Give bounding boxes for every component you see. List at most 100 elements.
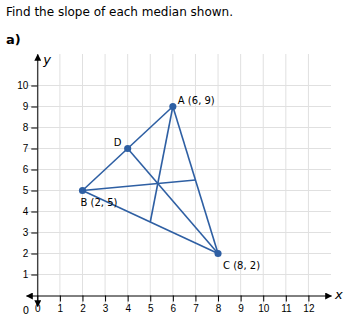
point [79,187,86,194]
chart: Find the slope of each median shown.a)01… [0,0,353,324]
grid-line-x [59,54,60,306]
grid-line-x [308,54,309,306]
marks [79,103,222,257]
grid-line-y [26,232,331,233]
tick-label: 1 [23,269,29,280]
tick-mark [31,233,37,234]
tick-mark [263,296,264,302]
grid-line-x [263,54,264,306]
tick-label: 10 [258,303,270,314]
tick-label: 8 [216,303,222,314]
y-axis-label: y [42,52,51,67]
grid-line-y [26,274,331,275]
tick-mark [31,149,37,150]
tick-mark [82,296,83,302]
tick-mark [241,296,242,302]
tick: 8 [23,122,38,133]
tick: 1 [58,296,64,314]
grid-line-x [172,54,173,306]
tick: 4 [23,206,38,217]
y-axis: 1 2 3 4 5 6 7 8 9 10 [17,55,38,307]
x-axis: 0123456789101112 [27,296,332,314]
tick: 3 [23,227,38,238]
grid-line-y [26,211,331,212]
tick-label: 12 [303,303,315,314]
tick-mark [31,128,37,129]
tick-mark [150,296,151,302]
tick-label: 7 [23,143,29,154]
tick-mark [31,170,37,171]
tick: 6 [171,296,177,314]
tick-mark [308,296,309,302]
annotation: C (8, 2) [223,260,260,271]
tick-mark [218,296,219,302]
grid-line-x [285,54,286,306]
tick: 3 [103,296,109,314]
line [150,107,173,223]
tick-label: 9 [238,303,244,314]
tick: 10 [258,296,270,314]
tick-label: 3 [23,227,29,238]
tick-label: 2 [80,303,86,314]
grid-line-y [26,148,331,149]
tick: 5 [148,296,154,314]
annotation: B (2, 5) [80,197,117,208]
tick-label: 6 [171,303,177,314]
tick-mark [105,296,106,302]
x-axis-label: x [334,287,343,302]
axis-line [37,55,38,307]
grid-line-y [26,190,331,191]
tick-label: 6 [23,164,29,175]
tick: 12 [303,296,315,314]
tick: 7 [23,143,38,154]
grid-line-x [218,54,219,306]
tick: 8 [216,296,222,314]
tick: 6 [23,164,38,175]
tick-label: 11 [281,303,292,314]
grid-line-y [26,253,331,254]
tick-mark [195,296,196,302]
grid-line-x [37,54,38,306]
tick-label: 5 [23,185,29,196]
grid-line-x [82,54,83,306]
grid-line-x [105,54,106,306]
tick-label: 8 [23,122,29,133]
tick: 4 [125,296,131,314]
tick-label: 3 [103,303,109,314]
tick-label: 1 [58,303,64,314]
tick-mark [128,296,129,302]
grid [26,54,331,306]
title: Find the slope of each median shown. [6,5,233,19]
tick-mark [31,86,37,87]
tick-mark [31,107,37,108]
tick-label: 4 [125,303,131,314]
tick-mark [31,254,37,255]
tick-mark [286,296,287,302]
grid-line-y [26,85,331,86]
annotations: A (6, 9)B (2, 5)C (8, 2)D0 [23,95,260,317]
tick: 1 [23,269,38,280]
tick: 5 [23,185,38,196]
tick-label: 7 [193,303,199,314]
point [214,250,221,257]
grid-line-y [26,106,331,107]
tick: 10 [17,80,37,91]
tick-label: 9 [23,101,29,112]
tick: 2 [80,296,86,314]
annotation: A (6, 9) [178,95,215,106]
tick: 11 [281,296,292,314]
line [173,107,218,254]
tick: 7 [193,296,199,314]
grid-line-y [26,169,331,170]
tick: 2 [23,248,38,259]
axis-line [27,296,332,297]
tick-mark [31,275,37,276]
tick: 9 [23,101,38,112]
line [128,149,218,254]
grid-line-x [150,54,151,306]
line [82,180,195,191]
tick-label: 4 [23,206,29,217]
subtitle: a) [6,32,21,47]
tick-label: 5 [148,303,154,314]
annotation: D [114,137,122,148]
